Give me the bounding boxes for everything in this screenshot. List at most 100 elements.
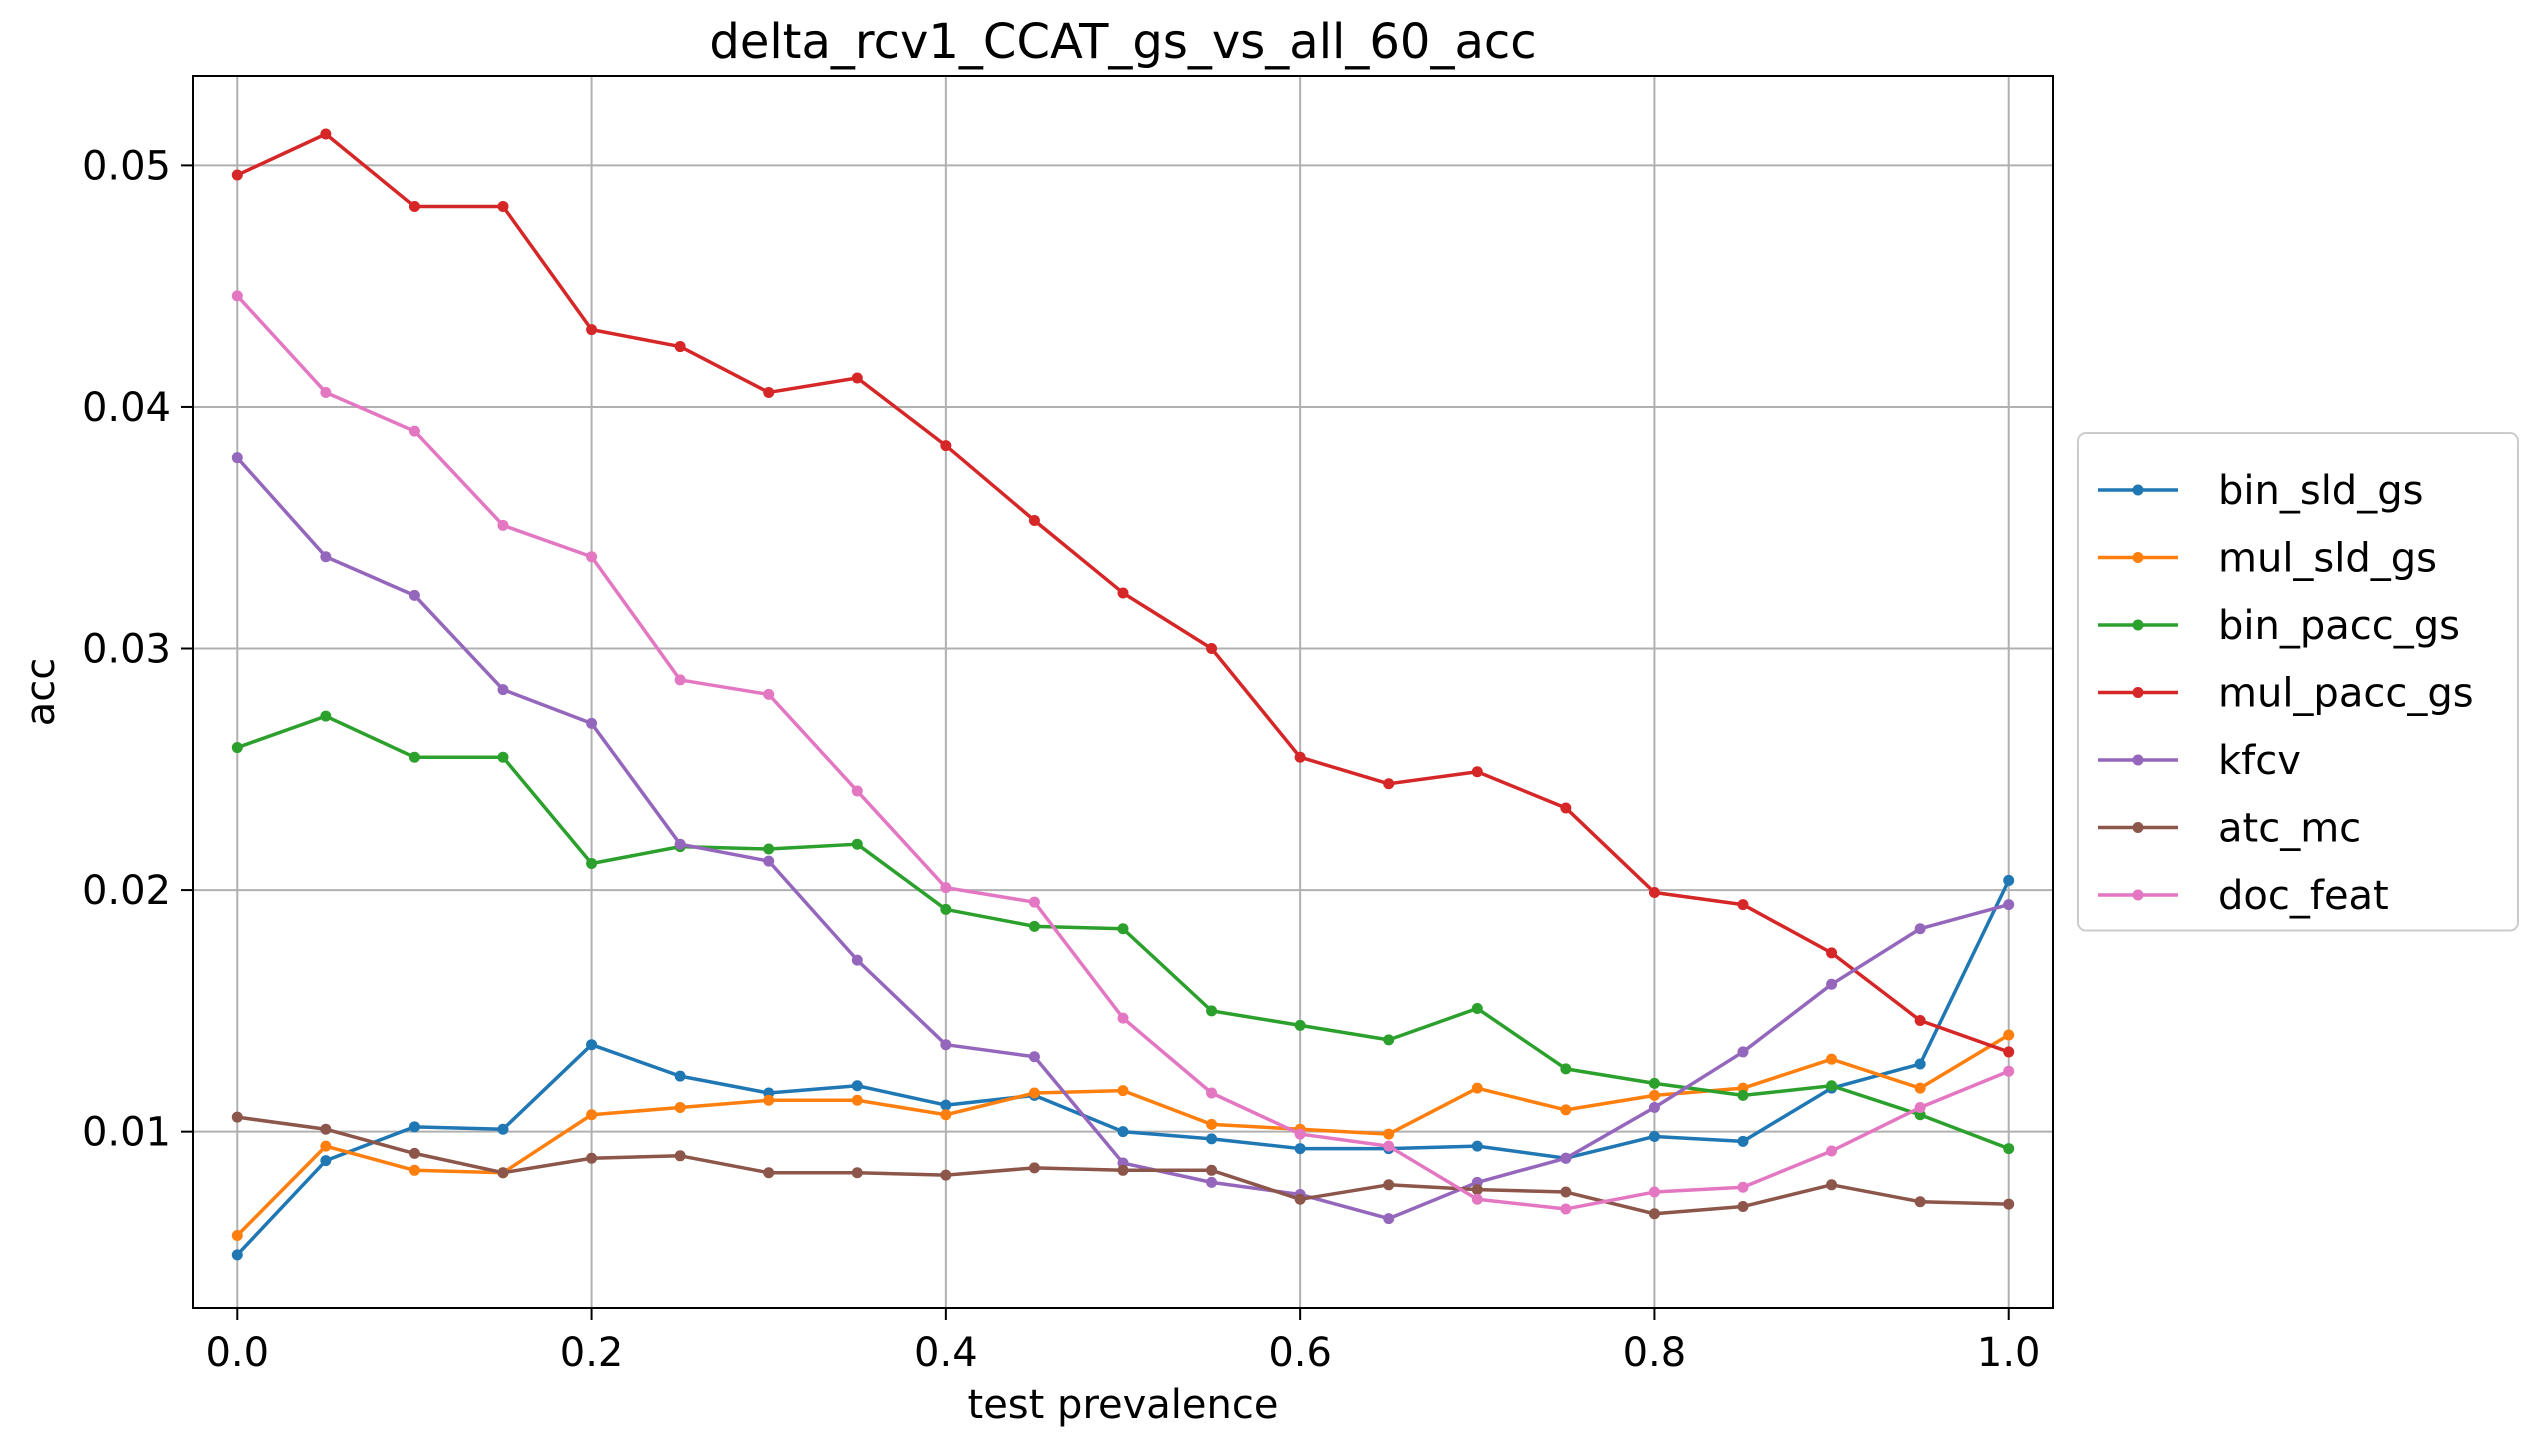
data-point <box>1028 896 1040 908</box>
legend-label: atc_mc <box>2218 806 2361 852</box>
data-point <box>231 452 243 464</box>
data-point <box>586 717 598 729</box>
data-point <box>231 742 243 754</box>
data-point <box>1648 1208 1660 1220</box>
plot-frame <box>192 75 2054 1309</box>
data-point <box>940 1109 952 1121</box>
data-point <box>674 674 686 686</box>
data-point <box>940 903 952 915</box>
data-point <box>2003 874 2015 886</box>
x-tick-label: 1.0 <box>1977 1330 2041 1376</box>
y-axis: 0.01 0.02 0.03 0.04 0.05 <box>82 143 193 1156</box>
data-point <box>586 1152 598 1164</box>
series-doc_feat <box>231 290 2015 1215</box>
data-point <box>231 1111 243 1123</box>
legend-item: mul_pacc_gs <box>2098 671 2474 717</box>
data-point <box>1294 1193 1306 1205</box>
data-point <box>851 1080 863 1092</box>
data-point <box>674 838 686 850</box>
data-point <box>320 386 332 398</box>
data-point <box>763 386 775 398</box>
data-point <box>1028 920 1040 932</box>
data-point <box>940 1039 952 1051</box>
data-point <box>1117 1164 1129 1176</box>
data-point <box>1826 1053 1838 1065</box>
data-point <box>1648 1130 1660 1142</box>
data-point <box>1028 1087 1040 1099</box>
data-point <box>231 1230 243 1242</box>
data-point <box>320 551 332 563</box>
data-point <box>408 1164 420 1176</box>
data-point <box>1737 1181 1749 1193</box>
data-point <box>1737 1135 1749 1147</box>
data-point <box>586 324 598 336</box>
data-point <box>763 688 775 700</box>
legend-marker <box>2132 889 2144 901</box>
data-point <box>1914 1101 1926 1113</box>
data-point <box>1383 1213 1395 1225</box>
data-point <box>1560 1152 1572 1164</box>
legend-marker <box>2132 754 2144 766</box>
chart-title: delta_rcv1_CCAT_gs_vs_all_60_acc <box>709 14 1536 70</box>
data-point <box>1914 1082 1926 1094</box>
data-point <box>1648 1186 1660 1198</box>
legend-item: mul_sld_gs <box>2098 536 2437 582</box>
data-point <box>320 710 332 722</box>
data-point <box>497 200 509 212</box>
data-point <box>1383 1128 1395 1140</box>
data-point <box>674 1101 686 1113</box>
data-point <box>2003 1046 2015 1058</box>
x-axis-label: test prevalence <box>968 1382 1279 1428</box>
data-point <box>1294 751 1306 763</box>
data-point <box>1560 1186 1572 1198</box>
data-point <box>497 1123 509 1135</box>
data-point <box>1383 778 1395 790</box>
data-point <box>1560 1063 1572 1075</box>
y-tick-label: 0.01 <box>82 1110 171 1156</box>
series-bin_sld_gs <box>231 874 2015 1261</box>
data-point <box>1206 1118 1218 1130</box>
data-point <box>940 1169 952 1181</box>
data-point <box>1117 587 1129 599</box>
legend-box <box>2077 432 2519 932</box>
data-point <box>320 1123 332 1135</box>
x-tick-label: 0.4 <box>914 1330 978 1376</box>
data-point <box>2003 899 2015 911</box>
data-point <box>940 1099 952 1111</box>
data-point <box>1206 1133 1218 1145</box>
data-point <box>1206 643 1218 655</box>
data-point <box>1826 978 1838 990</box>
data-point <box>1648 1089 1660 1101</box>
data-point <box>586 551 598 563</box>
data-point <box>1471 1140 1483 1152</box>
legend-label: mul_pacc_gs <box>2218 671 2474 717</box>
data-point <box>1206 1176 1218 1188</box>
data-point <box>2003 1029 2015 1041</box>
data-point <box>851 954 863 966</box>
data-point <box>1117 1012 1129 1024</box>
data-point <box>674 1150 686 1162</box>
data-point <box>940 440 952 452</box>
data-point <box>1826 947 1838 959</box>
data-point <box>408 589 420 601</box>
legend-marker <box>2132 619 2144 631</box>
data-point <box>1648 1101 1660 1113</box>
data-point <box>1206 1164 1218 1176</box>
data-point <box>1914 923 1926 935</box>
series-layer <box>231 128 2015 1261</box>
legend-item: doc_feat <box>2098 873 2389 919</box>
data-point <box>231 1249 243 1261</box>
data-point <box>231 290 243 302</box>
data-point <box>1826 1179 1838 1191</box>
data-point <box>763 855 775 867</box>
data-point <box>1648 1077 1660 1089</box>
data-point <box>408 200 420 212</box>
data-point <box>1471 1184 1483 1196</box>
legend-item: bin_sld_gs <box>2098 468 2423 514</box>
x-tick-label: 0.0 <box>205 1330 269 1376</box>
data-point <box>674 1070 686 1082</box>
legend-item: kfcv <box>2098 738 2301 784</box>
legend-item: bin_pacc_gs <box>2098 603 2460 649</box>
data-point <box>497 1167 509 1179</box>
data-point <box>1117 923 1129 935</box>
